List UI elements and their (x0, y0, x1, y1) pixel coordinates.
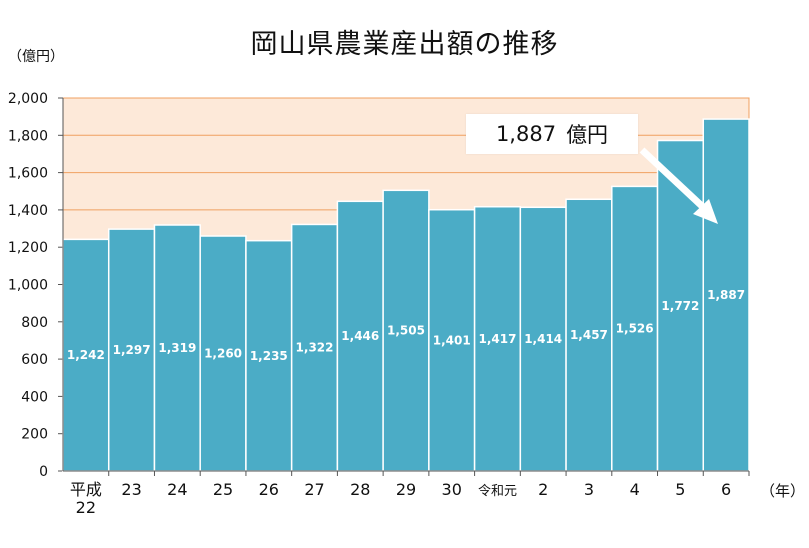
bar (519, 206, 567, 472)
x-tick-label: 29 (396, 480, 416, 499)
bar (428, 208, 476, 472)
bar-value-label: 1,505 (387, 324, 425, 338)
y-tick-label: 800 (21, 315, 48, 331)
bar (336, 200, 384, 472)
y-tick-label: 600 (21, 352, 48, 368)
bar (199, 235, 247, 472)
x-tick-label: 6 (721, 480, 731, 499)
bar (702, 118, 750, 472)
bar (107, 228, 156, 472)
x-tick-label: 令和元 (478, 484, 517, 499)
bar-value-label: 1,401 (433, 333, 471, 347)
x-tick-label: 28 (350, 480, 370, 499)
x-tick-label: 27 (304, 480, 324, 499)
x-tick-label: 24 (167, 480, 187, 499)
y-tick-label: 0 (39, 464, 48, 480)
bar-value-label: 1,235 (250, 349, 288, 363)
bar (153, 224, 201, 472)
bar-value-label: 1,887 (707, 288, 745, 302)
latest-value-callout: 1,887 億円 (466, 114, 638, 154)
x-tick-label: 26 (259, 480, 279, 499)
bar (565, 198, 613, 472)
y-axis-unit: （億円） (8, 49, 64, 65)
y-tick-label: 1,200 (8, 240, 48, 256)
bar-value-label: 1,297 (113, 343, 151, 357)
bar-value-label: 1,772 (661, 299, 699, 313)
bar (382, 189, 430, 472)
x-tick-label: 23 (121, 480, 141, 499)
bar-value-label: 1,414 (524, 332, 562, 346)
y-tick-label: 1,000 (8, 278, 48, 294)
x-tick-label: 22 (76, 498, 96, 517)
x-tick-label: 4 (630, 480, 640, 499)
callout-unit: 億円 (566, 123, 609, 147)
callout-arrow-shaft (639, 147, 707, 211)
x-tick-label: 5 (675, 480, 685, 499)
bar (290, 223, 339, 472)
x-tick-label: 3 (584, 480, 594, 499)
y-tick-label: 400 (21, 389, 48, 405)
x-tick-label: 25 (213, 480, 233, 499)
bar-value-label: 1,242 (67, 348, 105, 362)
callout-arrow-head (693, 199, 718, 224)
bar (611, 185, 659, 472)
y-tick-label: 1,400 (8, 203, 48, 219)
bar-value-label: 1,446 (341, 329, 379, 343)
y-tick-label: 1,600 (8, 166, 48, 182)
bar (473, 205, 522, 472)
bar-value-label: 1,417 (478, 332, 516, 346)
x-tick-label: 30 (442, 480, 462, 499)
bar-value-label: 1,457 (570, 328, 608, 342)
x-tick-label: 平成 (70, 480, 102, 499)
bar-value-label: 1,319 (158, 341, 196, 355)
y-tick-label: 200 (21, 427, 48, 443)
y-tick-label: 1,800 (8, 128, 48, 144)
bar-value-label: 1,260 (204, 347, 242, 361)
chart-title: 岡山県農業産出額の推移 (250, 29, 559, 60)
bar-value-label: 1,322 (296, 341, 334, 355)
y-tick-label: 2,000 (8, 91, 48, 107)
x-tick-label: 2 (538, 480, 548, 499)
bar-value-label: 1,526 (616, 322, 654, 336)
callout-value: 1,887 (495, 122, 557, 146)
x-axis-unit: （年） (760, 482, 806, 500)
